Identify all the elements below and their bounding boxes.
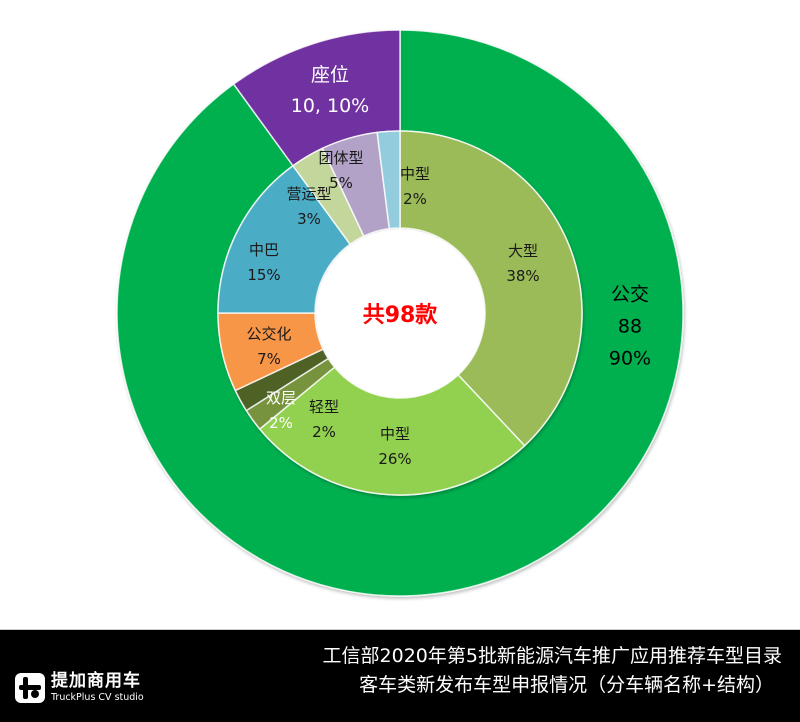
label-gongjiaohua-name: 公交化: [246, 325, 292, 343]
label-gongjiao-pct: 90%: [608, 347, 652, 370]
label-zhongxing-pct: 26%: [378, 450, 412, 468]
label-gongjiaohua-pct: 7%: [257, 350, 281, 368]
label-yingyun-pct: 3%: [297, 210, 321, 228]
truckplus-logo-icon: [15, 673, 45, 703]
label-yingyun: 营运型 3%: [286, 187, 331, 227]
footer-banner: 提加商用车 TruckPlus CV studio 工信部2020年第5批新能源…: [0, 629, 800, 722]
brand-logo: 提加商用车 TruckPlus CV studio: [15, 673, 144, 703]
label-daxing: 大型 38%: [506, 244, 539, 284]
inner-ring-slice-中巴: [217, 164, 352, 314]
label-zhongba-pct: 15%: [247, 266, 281, 284]
label-zhongxing-name: 中型: [379, 425, 410, 443]
label-tuanti: 团体型 5%: [318, 151, 363, 191]
label-zhongxing2-pct: 2%: [403, 190, 427, 208]
inner-ring-slice-中型: [258, 366, 526, 496]
label-zhongba: 中巴 15%: [247, 243, 280, 283]
label-zhongxing: 中型 26%: [378, 427, 411, 467]
label-zhongba-name: 中巴: [248, 241, 279, 259]
label-gongjiao: 公交 88 90%: [608, 283, 652, 370]
nested-donut-chart: [116, 29, 684, 597]
inner-ring-slice-大型: [399, 130, 583, 447]
label-daxing-name: 大型: [507, 242, 538, 260]
label-zhongxing2: 中型 2%: [400, 167, 430, 207]
label-qingxing-pct: 2%: [312, 423, 336, 441]
label-gongjiaohua: 公交化 7%: [246, 327, 291, 367]
label-zuowei: 座位 10, 10%: [291, 66, 370, 116]
label-tuanti-name: 团体型: [318, 149, 364, 167]
inner-ring-slice-中型: [376, 130, 401, 230]
label-tuanti-pct: 5%: [329, 174, 353, 192]
label-qingxing: 轻型 2%: [309, 400, 339, 440]
center-total-label: 共98款: [362, 303, 438, 328]
label-qingxing-name: 轻型: [308, 398, 340, 416]
label-zhongxing2-name: 中型: [399, 165, 431, 183]
label-zuowei-value: 10, 10%: [290, 95, 370, 117]
label-daxing-pct: 38%: [506, 267, 540, 285]
logo-text-cn: 提加商用车: [51, 671, 141, 692]
inner-ring: [217, 130, 583, 496]
label-shuangceng-pct: 2%: [269, 414, 293, 432]
label-gongjiao-name: 公交: [610, 283, 650, 306]
label-shuangceng: 双层 2%: [266, 391, 296, 431]
donut-center-hole: [316, 229, 484, 397]
chart-area: 共98款 公交 88 90% 座位 10, 10% 大型 38% 中型 26% …: [116, 29, 684, 597]
label-gongjiao-count: 88: [617, 315, 643, 338]
chart-title-line2: 客车类新发布车型申报情况（分车辆名称+结构）: [359, 674, 774, 696]
label-shuangceng-name: 双层: [265, 389, 297, 407]
label-zuowei-name: 座位: [310, 64, 349, 86]
chart-title-line1: 工信部2020年第5批新能源汽车推广应用推荐车型目录: [322, 645, 782, 667]
label-yingyun-name: 营运型: [286, 185, 332, 203]
logo-text-en: TruckPlus CV studio: [51, 692, 144, 704]
